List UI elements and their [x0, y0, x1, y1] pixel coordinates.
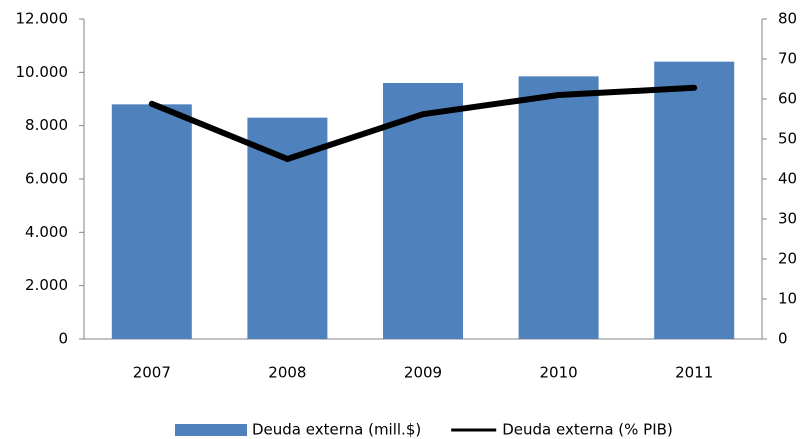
bar: [518, 76, 599, 339]
y2-tick-label: 30: [778, 210, 797, 228]
bar: [111, 104, 192, 339]
x-tick-label: 2008: [268, 364, 306, 382]
x-tick-label: 2011: [675, 364, 713, 382]
y-tick-label: 2.000: [25, 276, 68, 294]
bar: [654, 61, 735, 340]
y2-tick-label: 40: [778, 170, 797, 188]
x-tick-label: 2010: [540, 364, 578, 382]
y2-tick-label: 80: [778, 10, 797, 28]
x-tick-label: 2009: [404, 364, 442, 382]
line: [148, 84, 698, 162]
y2-tick-label: 70: [778, 50, 797, 68]
bar: [247, 117, 328, 340]
y-tick-label: 0: [58, 330, 68, 348]
y2-tick-label: 60: [778, 90, 797, 108]
y-tick-label: 6.000: [25, 170, 68, 188]
y2-tick-label: 50: [778, 130, 797, 148]
y-tick-label: 12.000: [16, 10, 69, 28]
y-tick-label: 4.000: [25, 223, 68, 241]
y-tick-label: 10.000: [16, 63, 69, 81]
y2-tick-label: 10: [778, 290, 797, 308]
legend-label: Deuda externa (mill.$): [252, 421, 421, 439]
y2-tick-label: 0: [778, 330, 788, 348]
y-tick-label: 8.000: [25, 116, 68, 134]
legend-swatch: [175, 424, 247, 436]
y2-tick-label: 20: [778, 250, 797, 268]
x-tick-label: 2007: [133, 364, 171, 382]
legend-label: Deuda externa (% PIB): [502, 421, 673, 439]
